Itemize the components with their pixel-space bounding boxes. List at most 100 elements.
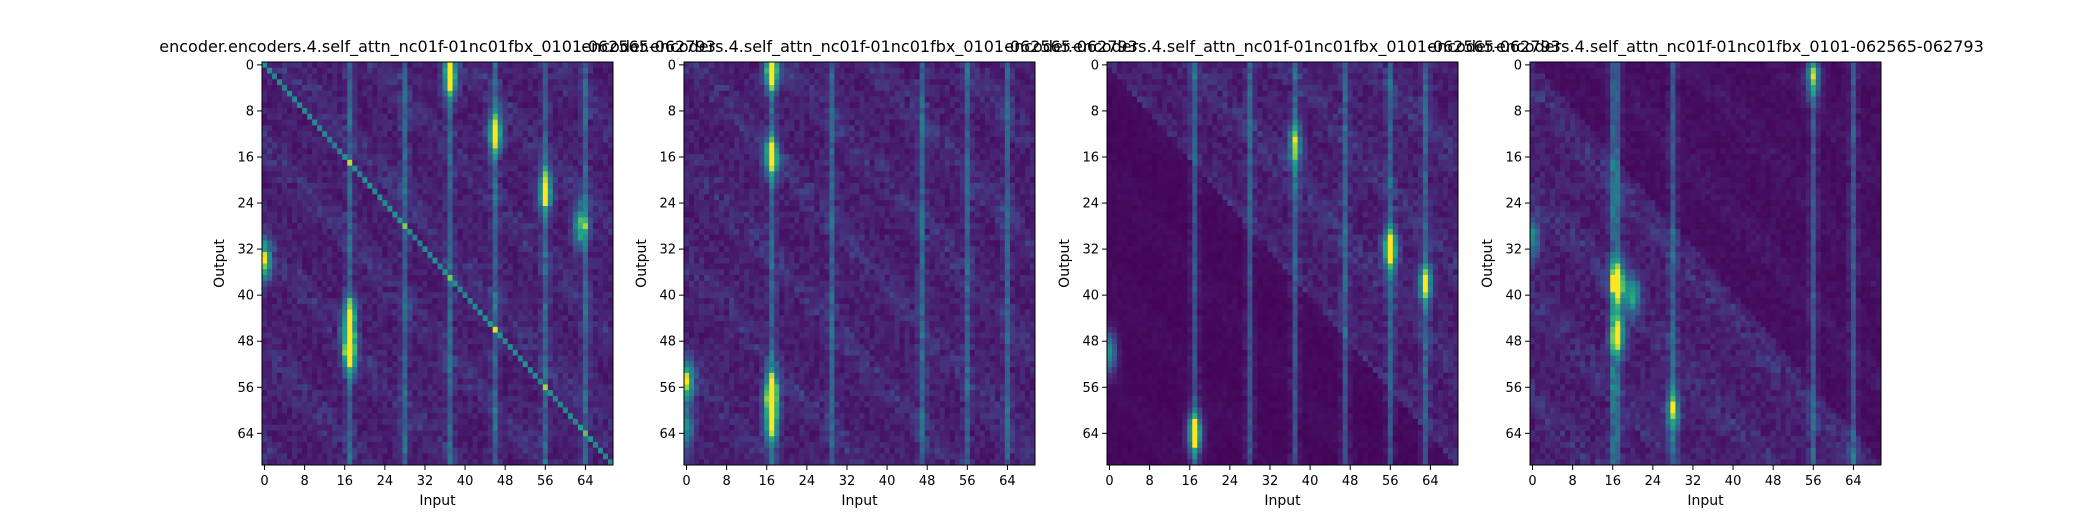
heatmap-cell	[498, 327, 503, 333]
heatmap-cell	[588, 356, 593, 362]
heatmap-cell	[282, 171, 287, 177]
heatmap-cell	[382, 108, 387, 114]
heatmap-cell	[382, 287, 387, 293]
heatmap-cell	[412, 108, 417, 114]
heatmap-cell	[322, 402, 327, 408]
heatmap-cell	[543, 166, 548, 172]
heatmap-cell	[578, 148, 583, 154]
heatmap-cell	[513, 62, 518, 68]
heatmap-cell	[488, 275, 493, 281]
heatmap-cell	[397, 240, 402, 246]
heatmap-cell	[543, 430, 548, 436]
heatmap-cell	[573, 217, 578, 223]
heatmap-cell	[297, 344, 302, 350]
heatmap-cell	[508, 154, 513, 160]
heatmap-cell	[427, 344, 432, 350]
heatmap-cell	[568, 442, 573, 448]
heatmap-cell	[322, 217, 327, 223]
heatmap-cell	[523, 315, 528, 321]
heatmap-cell	[578, 448, 583, 454]
heatmap-cell	[347, 258, 352, 264]
heatmap-cell	[518, 407, 523, 413]
heatmap-cell	[357, 154, 362, 160]
heatmap-cell	[392, 97, 397, 103]
heatmap-cell	[448, 206, 453, 212]
heatmap-cell	[603, 304, 608, 310]
heatmap-cell	[332, 425, 337, 431]
heatmap-cell	[412, 407, 417, 413]
heatmap-cell	[483, 229, 488, 235]
heatmap-cell	[523, 131, 528, 137]
heatmap-cell	[362, 258, 367, 264]
heatmap-cell	[342, 131, 347, 137]
heatmap-cell	[603, 217, 608, 223]
heatmap-cell	[387, 390, 392, 396]
heatmap-cell	[493, 171, 498, 177]
heatmap-cell	[322, 160, 327, 166]
heatmap-cell	[503, 338, 508, 344]
heatmap-cell	[578, 137, 583, 143]
heatmap-cell	[583, 74, 588, 80]
heatmap-cell	[448, 91, 453, 97]
heatmap-cell	[397, 148, 402, 154]
heatmap-cell	[528, 217, 533, 223]
heatmap-cell	[598, 200, 603, 206]
heatmap-cell	[523, 367, 528, 373]
heatmap-cell	[377, 177, 382, 183]
heatmap-cell	[297, 436, 302, 442]
heatmap-cell	[367, 448, 372, 454]
heatmap-cell	[503, 62, 508, 68]
heatmap-cell	[382, 194, 387, 200]
heatmap-cell	[458, 223, 463, 229]
heatmap-cell	[689, 62, 694, 68]
heatmap-cell	[573, 229, 578, 235]
heatmap-cell	[483, 310, 488, 316]
heatmap-cell	[498, 229, 503, 235]
heatmap-cell	[322, 275, 327, 281]
heatmap-cell	[302, 171, 307, 177]
heatmap-cell	[543, 367, 548, 373]
heatmap-cell	[387, 275, 392, 281]
heatmap-cell	[598, 223, 603, 229]
heatmap-cell	[563, 91, 568, 97]
heatmap-cell	[578, 160, 583, 166]
heatmap-cell	[277, 246, 282, 252]
heatmap-cell	[583, 425, 588, 431]
heatmap-cell	[528, 177, 533, 183]
heatmap-cell	[478, 91, 483, 97]
heatmap-cell	[282, 356, 287, 362]
heatmap-cell	[443, 367, 448, 373]
heatmap-cell	[438, 79, 443, 85]
heatmap-cell	[553, 131, 558, 137]
heatmap-cell	[558, 298, 563, 304]
heatmap-cell	[397, 436, 402, 442]
heatmap-cell	[463, 160, 468, 166]
heatmap-cell	[503, 131, 508, 137]
heatmap-cell	[543, 275, 548, 281]
heatmap-cell	[267, 281, 272, 287]
heatmap-cell	[558, 97, 563, 103]
heatmap-cell	[327, 200, 332, 206]
heatmap-cell	[317, 143, 322, 149]
heatmap-cell	[463, 373, 468, 379]
heatmap-cell	[573, 264, 578, 270]
heatmap-cell	[498, 194, 503, 200]
heatmap-cell	[377, 258, 382, 264]
heatmap-cell	[262, 430, 267, 436]
heatmap-cell	[287, 264, 292, 270]
heatmap-cell	[588, 246, 593, 252]
heatmap-cell	[372, 131, 377, 137]
heatmap-cell	[372, 338, 377, 344]
heatmap-cell	[513, 379, 518, 385]
heatmap-cell	[262, 298, 267, 304]
heatmap-cell	[432, 235, 437, 241]
heatmap-cell	[593, 425, 598, 431]
heatmap-cell	[573, 453, 578, 459]
heatmap-cell	[463, 252, 468, 258]
heatmap-cell	[488, 384, 493, 390]
heatmap-cell	[603, 68, 608, 74]
heatmap-cell	[342, 206, 347, 212]
heatmap-cell	[412, 246, 417, 252]
heatmap-cell	[302, 91, 307, 97]
heatmap-cell	[412, 160, 417, 166]
